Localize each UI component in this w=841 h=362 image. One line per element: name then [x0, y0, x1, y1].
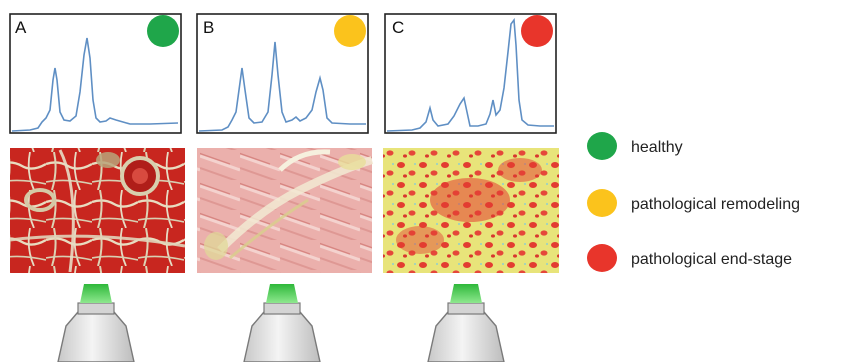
panel-c: C — [384, 13, 557, 134]
spectrum-trace-c — [386, 17, 554, 132]
legend-label-end-stage: pathological end-stage — [631, 251, 792, 268]
legend-label-remodeling: pathological remodeling — [631, 196, 800, 213]
tissue-image-a — [9, 148, 186, 273]
tissue-image-c — [383, 148, 559, 273]
spectrum-trace-a — [11, 37, 179, 132]
panel-b: B — [196, 13, 369, 134]
legend: healthy pathological remodeling patholog… — [587, 132, 800, 272]
legend-swatch-remodeling — [587, 189, 617, 217]
panel-label-c: C — [392, 18, 404, 37]
tissue-image-b — [197, 148, 374, 273]
fiber-optic-probe-icon-c — [427, 284, 505, 362]
legend-item-healthy: healthy — [587, 132, 683, 160]
panel-label-b: B — [203, 18, 214, 37]
legend-item-remodeling: pathological remodeling — [587, 189, 800, 217]
legend-label-healthy: healthy — [631, 139, 683, 156]
status-dot-c — [521, 15, 553, 47]
panel-a: A — [9, 13, 182, 134]
status-dot-a — [147, 15, 179, 47]
legend-swatch-healthy — [587, 132, 617, 160]
fiber-optic-probe-icon-b — [243, 284, 321, 362]
panel-label-a: A — [15, 18, 27, 37]
fiber-optic-probe-icon-a — [57, 284, 135, 362]
legend-item-end-stage: pathological end-stage — [587, 244, 792, 272]
spectrum-trace-b — [198, 41, 366, 132]
status-dot-b — [334, 15, 366, 47]
legend-swatch-end-stage — [587, 244, 617, 272]
